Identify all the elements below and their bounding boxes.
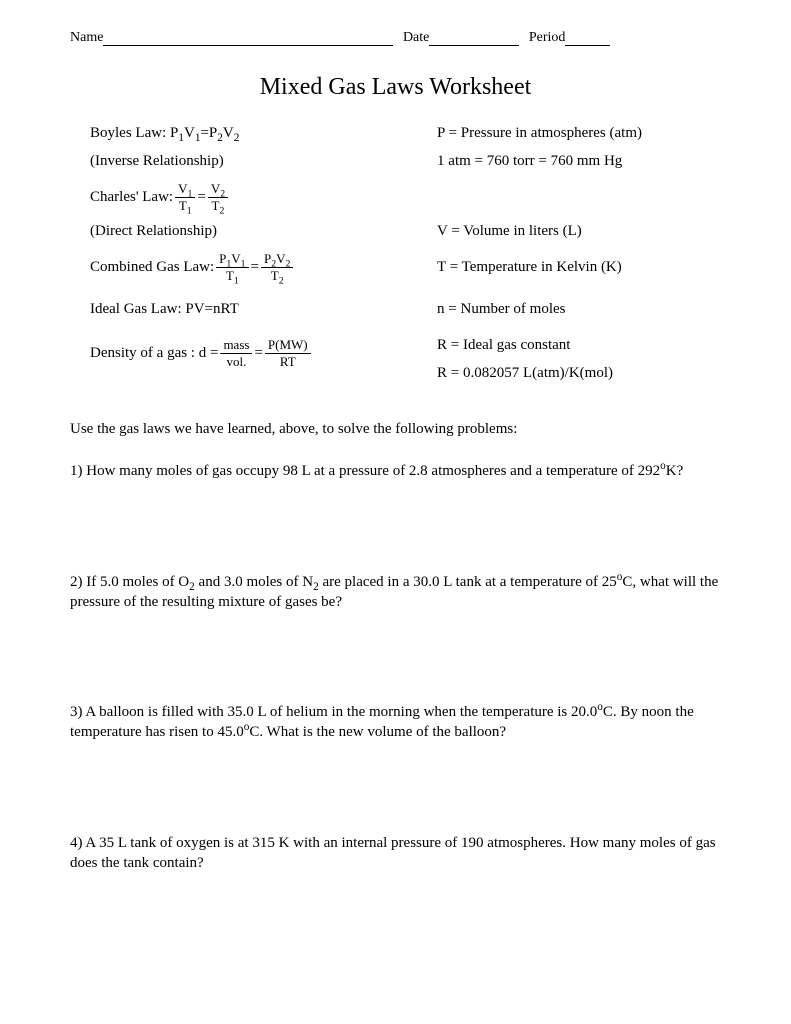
problem-3: 3) A balloon is filled with 35.0 L of he…: [70, 702, 721, 743]
period-blank: [565, 45, 610, 46]
name-blank: [103, 45, 393, 46]
period-label: Period: [529, 30, 566, 45]
page-title: Mixed Gas Laws Worksheet: [70, 74, 721, 101]
v-definition: V = Volume in liters (L): [437, 221, 721, 243]
date-label: Date: [403, 30, 429, 45]
boyles-law: Boyles Law: P1V1=P2V2: [90, 123, 437, 145]
combined-law: Combined Gas Law: P1V1T1 = P2V2T2: [90, 249, 437, 285]
date-blank: [429, 45, 519, 46]
charles-law: Charles' Law: V1T1 = V2T2: [90, 179, 437, 215]
formula-section: Boyles Law: P1V1=P2V2 (Inverse Relations…: [70, 123, 721, 391]
problem-4: 4) A 35 L tank of oxygen is at 315 K wit…: [70, 833, 721, 874]
name-label: Name: [70, 30, 103, 45]
atm-conversion: 1 atm = 760 torr = 760 mm Hg: [437, 151, 721, 173]
n-definition: n = Number of moles: [437, 299, 721, 321]
header-fields: Name Date Period: [70, 30, 721, 46]
problem-1: 1) How many moles of gas occupy 98 L at …: [70, 461, 721, 481]
density-formula: Density of a gas : d = massvol. = P(MW)R…: [90, 335, 437, 371]
charles-note: (Direct Relationship): [90, 221, 437, 243]
spacer-1: [437, 179, 721, 215]
instructions: Use the gas laws we have learned, above,…: [70, 419, 721, 439]
r-definition: R = Ideal gas constant: [437, 335, 721, 357]
r-value: R = 0.082057 L(atm)/K(mol): [437, 363, 721, 385]
ideal-law: Ideal Gas Law: PV=nRT: [90, 299, 437, 321]
t-definition: T = Temperature in Kelvin (K): [437, 249, 721, 285]
p-definition: P = Pressure in atmospheres (atm): [437, 123, 721, 145]
problem-2: 2) If 5.0 moles of O2 and 3.0 moles of N…: [70, 572, 721, 613]
formula-left-column: Boyles Law: P1V1=P2V2 (Inverse Relations…: [90, 123, 437, 391]
formula-right-column: P = Pressure in atmospheres (atm) 1 atm …: [437, 123, 721, 391]
boyles-note: (Inverse Relationship): [90, 151, 437, 173]
